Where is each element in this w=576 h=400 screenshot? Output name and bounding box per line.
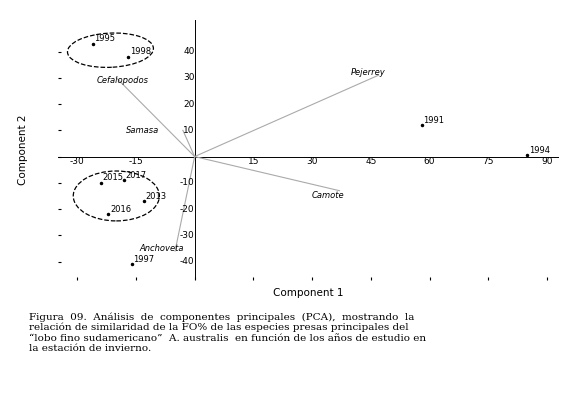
Text: 1997: 1997 [134,255,155,264]
Text: -40: -40 [180,257,195,266]
Text: 1998: 1998 [130,47,151,56]
Text: 40: 40 [183,47,195,56]
Text: 15: 15 [248,156,259,166]
Text: 1991: 1991 [423,116,444,124]
Text: -30: -30 [180,231,195,240]
Text: 20: 20 [183,100,195,108]
Text: Pejerrey: Pejerrey [351,68,386,77]
Text: 10: 10 [183,126,195,135]
Text: 2017: 2017 [126,171,147,180]
Text: Figura  09.  Análisis  de  componentes  principales  (PCA),  mostrando  la
relac: Figura 09. Análisis de componentes princ… [29,312,426,353]
Text: 60: 60 [424,156,435,166]
Text: 2013: 2013 [145,192,166,201]
Text: 1994: 1994 [529,146,550,155]
Text: 30: 30 [306,156,318,166]
Text: Cefalopodos: Cefalopodos [97,76,149,85]
Text: -30: -30 [70,156,85,166]
Text: Camote: Camote [312,192,344,200]
Text: -20: -20 [180,204,195,214]
Text: 2015: 2015 [102,173,123,182]
Text: -15: -15 [128,156,143,166]
Text: Component 2: Component 2 [17,115,28,185]
Text: -10: -10 [180,178,195,187]
Text: 45: 45 [365,156,377,166]
Text: 75: 75 [483,156,494,166]
Text: 1995: 1995 [94,34,115,43]
Text: Samasa: Samasa [126,126,160,135]
Text: 90: 90 [541,156,553,166]
Text: Component 1: Component 1 [273,288,343,298]
Text: 2016: 2016 [110,205,131,214]
Text: 30: 30 [183,73,195,82]
Text: Anchoveta: Anchoveta [140,244,184,253]
